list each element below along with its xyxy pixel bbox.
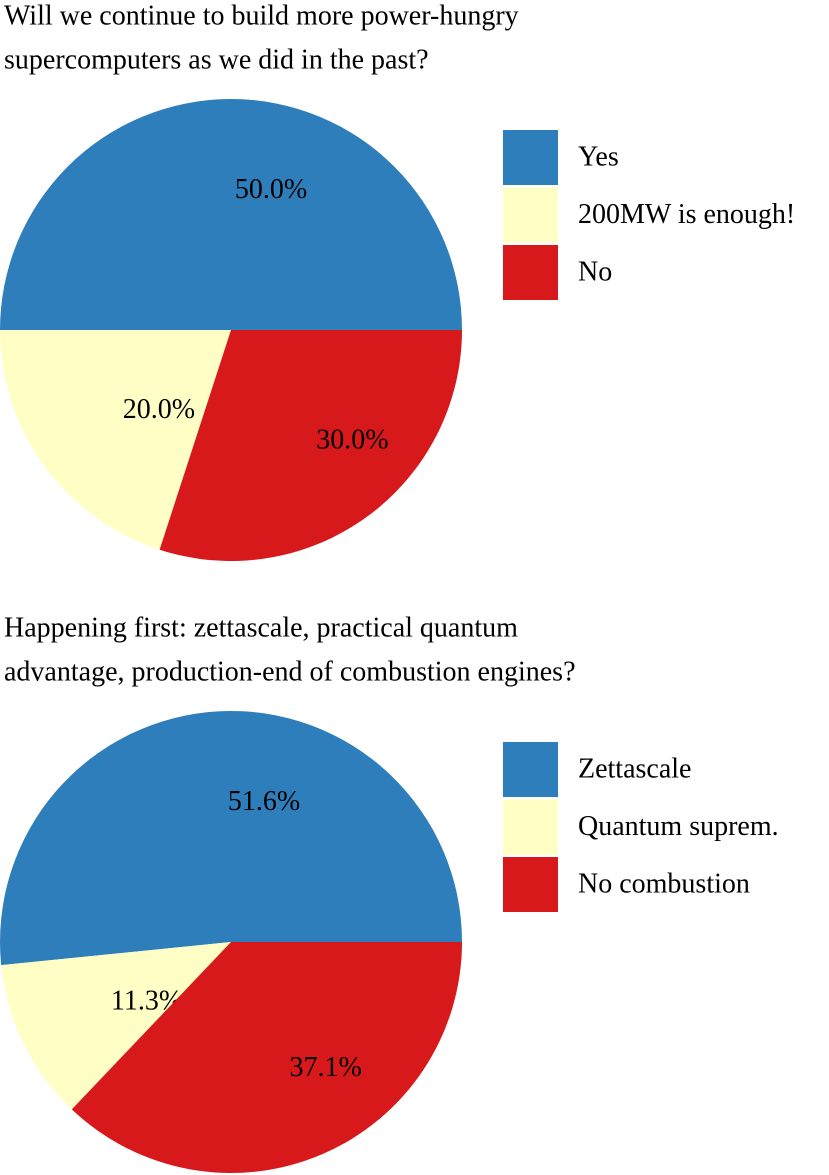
legend-label: Quantum suprem. [578,811,779,842]
value-label: 51.6% [228,786,300,817]
legend-label: No combustion [578,868,750,899]
legend-swatch [503,857,558,912]
chart-title: advantage, production-end of combustion … [4,656,576,687]
value-label: 37.1% [289,1052,361,1083]
legend-label: Yes [578,141,619,172]
pie-slice [159,330,463,561]
legend-swatch [503,742,558,797]
legend-swatch [503,245,558,300]
legend-label: 200MW is enough! [578,199,795,230]
value-label: 30.0% [316,425,388,456]
pie-slice [0,711,462,966]
chart-title: Happening first: zettascale, practical q… [4,612,518,643]
pie-slice [0,99,462,330]
pie-slice [71,942,463,1173]
value-label: 50.0% [235,174,307,205]
pie-slice [1,942,231,1110]
legend-label: Zettascale [578,753,691,784]
chart-title: Will we continue to build more power-hun… [4,0,519,31]
legend-swatch [503,799,558,855]
chart-title: supercomputers as we did in the past? [4,44,429,75]
legend-swatch [503,130,558,185]
value-label: 20.0% [123,394,195,425]
legend-label: No [578,256,612,287]
legend-swatch [503,187,558,243]
pie-slice [0,330,231,550]
